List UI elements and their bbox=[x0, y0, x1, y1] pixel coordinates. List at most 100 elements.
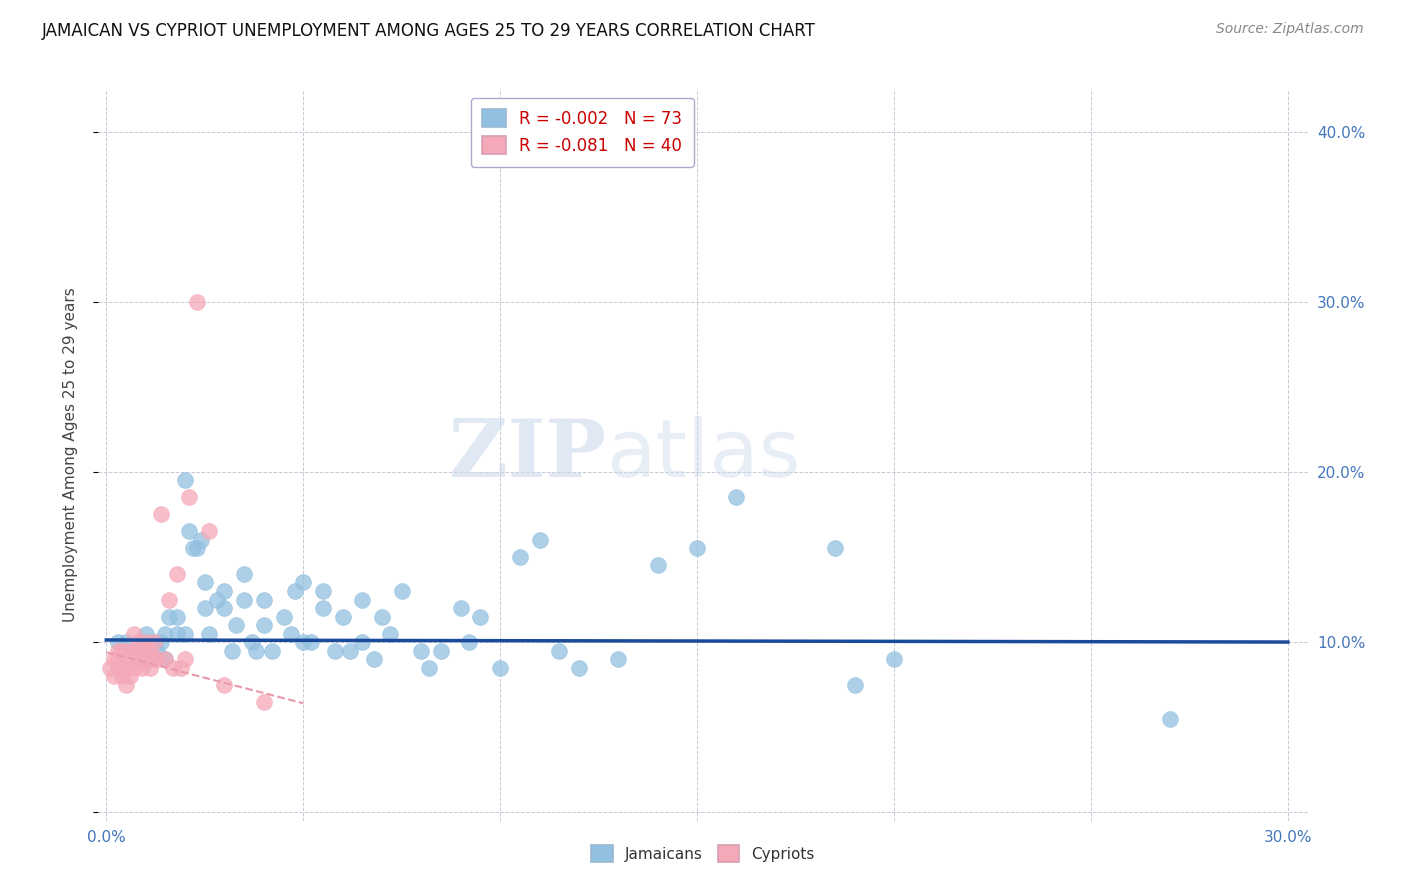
Point bbox=[131, 643, 153, 657]
Point bbox=[162, 660, 184, 674]
Point bbox=[489, 660, 512, 674]
Point bbox=[299, 635, 322, 649]
Point bbox=[118, 652, 141, 666]
Point bbox=[245, 643, 267, 657]
Point bbox=[568, 660, 591, 674]
Point bbox=[292, 575, 315, 590]
Point bbox=[607, 652, 630, 666]
Point bbox=[107, 660, 129, 674]
Point bbox=[284, 584, 307, 599]
Point bbox=[150, 508, 173, 522]
Y-axis label: Unemployment Among Ages 25 to 29 years: Unemployment Among Ages 25 to 29 years bbox=[63, 287, 77, 623]
Point bbox=[457, 635, 479, 649]
Point bbox=[181, 541, 204, 556]
Point bbox=[122, 626, 145, 640]
Point bbox=[190, 533, 212, 547]
Point bbox=[107, 635, 129, 649]
Point bbox=[174, 652, 197, 666]
Point bbox=[174, 474, 197, 488]
Point bbox=[146, 643, 169, 657]
Point bbox=[135, 652, 157, 666]
Point bbox=[127, 635, 149, 649]
Point bbox=[115, 643, 138, 657]
Point bbox=[339, 643, 361, 657]
Point bbox=[205, 592, 228, 607]
Point bbox=[131, 660, 153, 674]
Point bbox=[122, 660, 145, 674]
Point bbox=[312, 601, 335, 615]
Point bbox=[450, 601, 472, 615]
Point bbox=[292, 635, 315, 649]
Point bbox=[135, 643, 157, 657]
Text: ZIP: ZIP bbox=[450, 416, 606, 494]
Point bbox=[157, 592, 180, 607]
Point bbox=[529, 533, 551, 547]
Point bbox=[146, 652, 169, 666]
Text: JAMAICAN VS CYPRIOT UNEMPLOYMENT AMONG AGES 25 TO 29 YEARS CORRELATION CHART: JAMAICAN VS CYPRIOT UNEMPLOYMENT AMONG A… bbox=[42, 22, 815, 40]
Point bbox=[844, 677, 866, 691]
Point bbox=[142, 635, 165, 649]
Point bbox=[260, 643, 283, 657]
Point bbox=[411, 643, 433, 657]
Point bbox=[253, 618, 276, 632]
Point bbox=[166, 566, 188, 581]
Point bbox=[111, 643, 134, 657]
Point bbox=[166, 626, 188, 640]
Point bbox=[323, 643, 346, 657]
Point bbox=[647, 558, 669, 573]
Point bbox=[418, 660, 440, 674]
Point bbox=[686, 541, 709, 556]
Point bbox=[166, 609, 188, 624]
Point bbox=[194, 575, 217, 590]
Point bbox=[1159, 712, 1181, 726]
Point bbox=[138, 660, 160, 674]
Point bbox=[157, 609, 180, 624]
Point bbox=[225, 618, 247, 632]
Point bbox=[118, 669, 141, 683]
Point bbox=[155, 626, 177, 640]
Point bbox=[111, 669, 134, 683]
Point bbox=[142, 635, 165, 649]
Point bbox=[548, 643, 571, 657]
Point bbox=[214, 584, 236, 599]
Point bbox=[107, 652, 129, 666]
Point bbox=[363, 652, 385, 666]
Point bbox=[470, 609, 492, 624]
Point bbox=[170, 660, 193, 674]
Point bbox=[233, 592, 256, 607]
Legend: Jamaicans, Cypriots: Jamaicans, Cypriots bbox=[585, 839, 821, 868]
Point bbox=[131, 635, 153, 649]
Point bbox=[371, 609, 394, 624]
Point bbox=[103, 652, 125, 666]
Point bbox=[352, 592, 374, 607]
Point bbox=[115, 660, 138, 674]
Point bbox=[111, 660, 134, 674]
Point bbox=[127, 652, 149, 666]
Point bbox=[824, 541, 846, 556]
Point bbox=[253, 592, 276, 607]
Point bbox=[197, 626, 219, 640]
Point bbox=[186, 541, 208, 556]
Point bbox=[127, 652, 149, 666]
Point bbox=[98, 660, 121, 674]
Point bbox=[352, 635, 374, 649]
Point bbox=[214, 677, 236, 691]
Point bbox=[177, 524, 200, 539]
Point bbox=[273, 609, 295, 624]
Point bbox=[280, 626, 302, 640]
Point bbox=[107, 643, 129, 657]
Point bbox=[138, 652, 160, 666]
Point bbox=[883, 652, 905, 666]
Point bbox=[725, 491, 748, 505]
Point bbox=[214, 601, 236, 615]
Point bbox=[135, 626, 157, 640]
Point bbox=[197, 524, 219, 539]
Point bbox=[142, 652, 165, 666]
Point bbox=[509, 549, 531, 564]
Point bbox=[378, 626, 401, 640]
Point bbox=[391, 584, 413, 599]
Text: Source: ZipAtlas.com: Source: ZipAtlas.com bbox=[1216, 22, 1364, 37]
Text: atlas: atlas bbox=[606, 416, 800, 494]
Point bbox=[135, 635, 157, 649]
Point bbox=[233, 566, 256, 581]
